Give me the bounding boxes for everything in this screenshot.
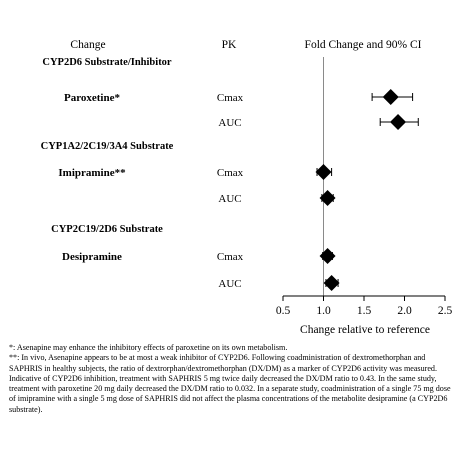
drug-name: Desipramine — [62, 251, 122, 263]
drug-name: Paroxetine* — [64, 92, 121, 104]
header-pk: PK — [222, 39, 237, 51]
forest-plot: Change PK Fold Change and 90% CI CYP2D6 … — [41, 39, 453, 336]
header-fold-change: Fold Change and 90% CI — [305, 39, 422, 51]
group-title: CYP2D6 Substrate/Inhibitor — [42, 57, 172, 68]
pk-label: AUC — [218, 193, 241, 205]
group-title: CYP1A2/2C19/3A4 Substrate — [41, 141, 174, 152]
x-tick-label: 2.0 — [397, 305, 412, 317]
point-estimate-diamond — [319, 248, 336, 264]
x-tick-label: 1.5 — [357, 305, 372, 317]
footnote-paroxetine: *: Asenapine may enhance the inhibitory … — [9, 343, 288, 352]
forest-rows: CYP2D6 Substrate/Inhibitor Paroxetine* Cma… — [41, 57, 419, 291]
footnote-imipramine: **: In vivo, Asenapine appears to be at … — [9, 353, 451, 414]
header-change: Change — [70, 39, 105, 51]
pk-label: AUC — [218, 117, 241, 129]
point-estimate-diamond — [390, 114, 407, 130]
pk-label: Cmax — [217, 92, 244, 104]
point-estimate-diamond — [382, 89, 399, 105]
x-tick-label: 0.5 — [276, 305, 291, 317]
group-title: CYP2C19/2D6 Substrate — [51, 224, 163, 235]
x-axis-ticks: 0.5 1.0 1.5 2.0 2.5 — [276, 296, 453, 317]
pk-label: Cmax — [217, 251, 244, 263]
point-estimate-diamond — [323, 275, 340, 291]
x-tick-label: 2.5 — [438, 305, 453, 317]
point-estimate-diamond — [319, 190, 336, 206]
x-axis-label: Change relative to reference — [300, 324, 430, 336]
drug-name: Imipramine** — [58, 167, 126, 179]
x-tick-label: 1.0 — [316, 305, 331, 317]
footnotes: *: Asenapine may enhance the inhibitory … — [9, 343, 451, 415]
pk-label: Cmax — [217, 167, 244, 179]
pk-label: AUC — [218, 278, 241, 290]
point-estimate-diamond — [315, 164, 332, 180]
